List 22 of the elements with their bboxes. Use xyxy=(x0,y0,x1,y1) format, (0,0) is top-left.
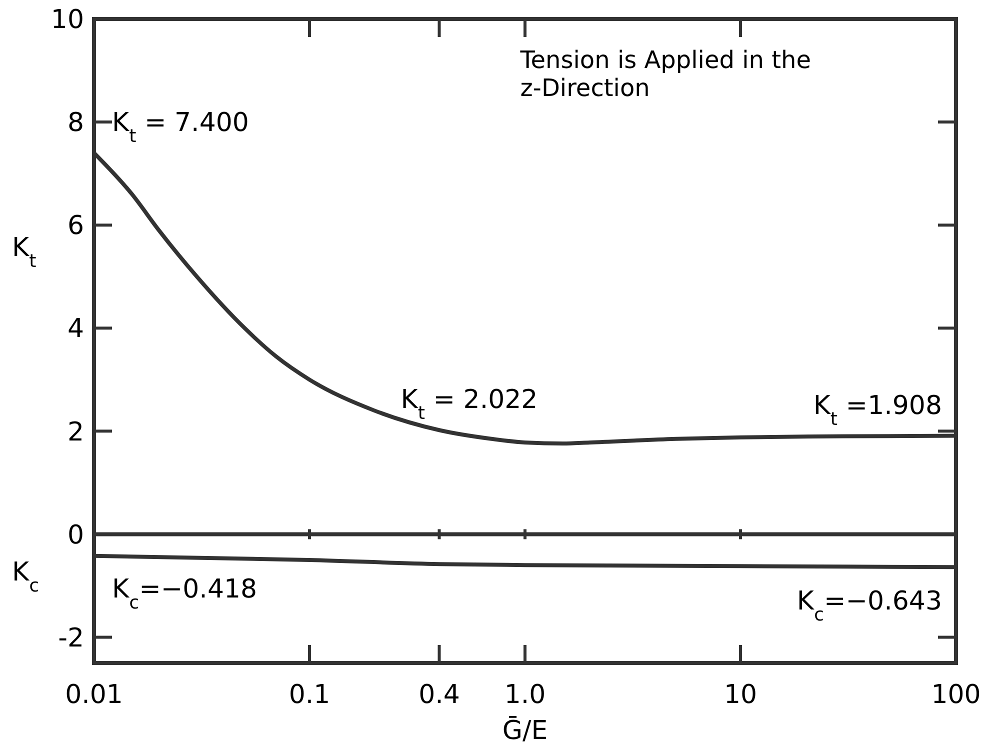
annotation: K$_{t}$ =1.908 xyxy=(813,390,942,430)
y-tick-label: 8 xyxy=(67,108,84,138)
y-tick-label: 10 xyxy=(50,5,84,36)
y-axis-title: K$_{t}$ xyxy=(12,232,36,272)
x-tick-label: 10 xyxy=(724,680,758,710)
y-tick-label: -2 xyxy=(58,623,84,654)
x-tick-label: 0.4 xyxy=(418,680,460,710)
annotation: K$_{c}$=−0.643 xyxy=(796,586,942,625)
x-tick-label: 1.0 xyxy=(504,680,546,710)
x-tick-label: 100 xyxy=(931,680,981,710)
x-tick-label: 0.01 xyxy=(65,680,123,710)
y-tick-label: 4 xyxy=(67,314,84,344)
annotation: Tension is Applied in the z-Direction xyxy=(519,46,812,102)
y-tick-label: 6 xyxy=(67,211,84,242)
x-axis-title: Ḡ/E xyxy=(502,715,548,746)
x-tick-label: 0.1 xyxy=(288,680,330,710)
annotation: K$_{t}$ = 7.400 xyxy=(112,108,249,146)
y-tick-label: 2 xyxy=(67,417,84,448)
annotation: K$_{c}$=−0.418 xyxy=(112,574,258,614)
y-tick-label: 0 xyxy=(67,520,84,550)
annotation: K$_{t}$ = 2.022 xyxy=(400,385,538,424)
text: K$_{c}$ xyxy=(12,558,40,596)
